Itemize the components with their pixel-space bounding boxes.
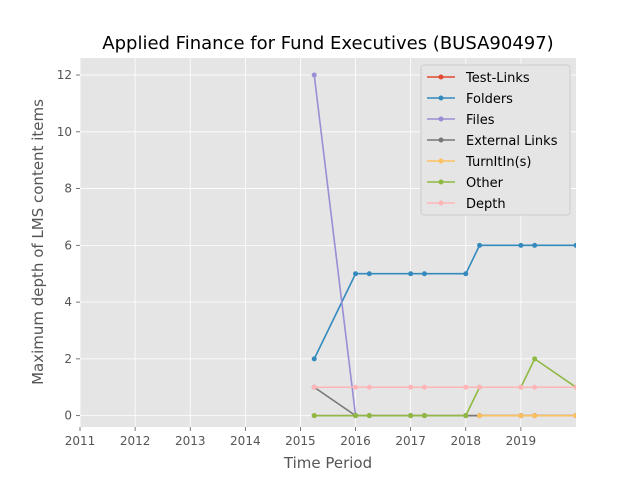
- data-point-other: [366, 413, 372, 419]
- data-point-depth: [463, 384, 469, 390]
- data-point-depth: [408, 384, 414, 390]
- legend-item-turnitin-s: TurnItIn(s): [427, 155, 531, 170]
- legend-item-files: Files: [427, 113, 495, 128]
- legend-item-test-links: Test-Links: [427, 71, 530, 86]
- data-point-folders: [463, 271, 469, 277]
- legend-label: Files: [466, 113, 495, 128]
- x-tick-label: 2013: [175, 434, 206, 448]
- data-point-folders: [573, 242, 576, 248]
- data-point-depth: [532, 384, 538, 390]
- data-point-turnitin-s: [518, 413, 524, 419]
- chart-title: Applied Finance for Fund Executives (BUS…: [102, 33, 553, 54]
- data-point-other: [353, 413, 359, 419]
- series-line-folders: [313, 244, 576, 360]
- legend-item-depth: Depth: [427, 197, 506, 212]
- y-axis-label: Maximum depth of LMS content items: [29, 99, 47, 385]
- legend-label: TurnItIn(s): [465, 155, 531, 170]
- y-tick-label: 8: [64, 182, 72, 196]
- y-tick-label: 4: [64, 295, 72, 309]
- data-point-other: [311, 413, 317, 419]
- data-point-turnitin-s: [477, 413, 483, 419]
- legend-marker: [438, 95, 444, 101]
- x-tick-label: 2018: [451, 434, 482, 448]
- legend-marker: [438, 179, 444, 185]
- data-point-folders: [366, 271, 372, 277]
- data-point-depth: [366, 384, 372, 390]
- data-point-folders: [408, 271, 414, 277]
- x-tick-label: 2019: [506, 434, 537, 448]
- series-line-files: [313, 74, 357, 416]
- data-point-depth: [311, 384, 317, 390]
- x-tick-label: 2016: [340, 434, 371, 448]
- legend-marker: [438, 116, 444, 122]
- data-point-folders: [353, 271, 359, 277]
- series-depth: [311, 384, 576, 390]
- legend-marker: [438, 137, 444, 143]
- y-tick-label: 2: [64, 352, 72, 366]
- data-point-depth: [573, 384, 576, 390]
- legend-marker: [438, 74, 444, 80]
- series-folders: [311, 242, 576, 362]
- x-tick-label: 2015: [285, 434, 316, 448]
- x-tick-label: 2012: [120, 434, 151, 448]
- series-line-other: [314, 358, 576, 417]
- legend-marker: [438, 200, 444, 206]
- legend-label: Depth: [466, 197, 506, 212]
- legend-item-folders: Folders: [427, 92, 513, 107]
- data-point-turnitin-s: [532, 413, 538, 419]
- data-point-other: [463, 413, 469, 419]
- data-point-folders: [532, 242, 538, 248]
- x-tick-label: 2017: [395, 434, 426, 448]
- data-point-depth: [353, 384, 359, 390]
- y-tick-label: 10: [57, 125, 72, 139]
- legend-marker: [438, 158, 444, 164]
- data-point-folders: [311, 356, 317, 362]
- x-tick-label: 2011: [65, 434, 96, 448]
- legend-item-external-links: External Links: [427, 134, 558, 149]
- x-tick-label: 2014: [230, 434, 261, 448]
- data-point-depth: [421, 384, 427, 390]
- data-point-folders: [477, 242, 483, 248]
- legend-label: Folders: [466, 92, 513, 107]
- y-axis: 0 2 4 6 8 10 12: [57, 68, 80, 423]
- data-point-other: [421, 413, 427, 419]
- data-point-depth: [477, 384, 483, 390]
- data-point-folders: [518, 242, 524, 248]
- legend-item-other: Other: [427, 176, 504, 191]
- legend-label: Test-Links: [465, 71, 530, 86]
- series-turnitin-s: [477, 413, 576, 419]
- data-point-turnitin-s: [573, 413, 576, 419]
- series-layer: [311, 72, 576, 419]
- legend-label: External Links: [466, 134, 558, 149]
- data-point-files: [311, 72, 317, 78]
- legend-frame: [420, 64, 571, 216]
- y-tick-label: 12: [57, 68, 72, 82]
- x-axis-label: Time Period: [283, 454, 372, 472]
- x-axis: 2011 2012 2013 2014 2015 2016 2017 2018 2019: [65, 427, 536, 448]
- legend: Test-Links Folders Files External Links Turn…: [420, 64, 571, 216]
- legend-label: Other: [466, 176, 504, 191]
- data-point-other: [532, 356, 538, 362]
- data-point-folders: [421, 271, 427, 277]
- y-tick-label: 6: [64, 238, 72, 252]
- y-tick-label: 0: [64, 409, 72, 423]
- data-point-other: [408, 413, 414, 419]
- data-point-depth: [518, 384, 524, 390]
